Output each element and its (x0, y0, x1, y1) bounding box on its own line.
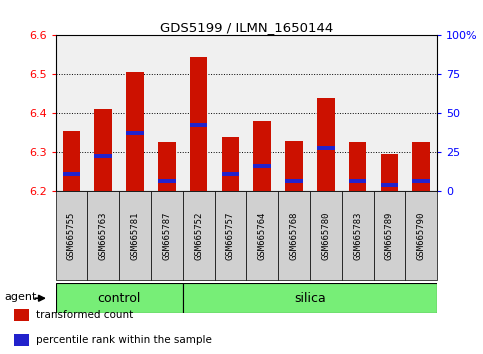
Text: transformed count: transformed count (36, 310, 133, 320)
Text: GSM665764: GSM665764 (258, 211, 267, 259)
Text: GSM665752: GSM665752 (194, 211, 203, 259)
Text: GSM665763: GSM665763 (99, 211, 108, 259)
Bar (222, 137, 239, 191)
Bar (14, 309, 29, 321)
Bar (310, 191, 342, 280)
Bar (190, 57, 207, 191)
Bar (126, 131, 144, 135)
Text: agent: agent (4, 292, 37, 302)
Bar (412, 142, 430, 191)
Bar (254, 121, 271, 191)
Text: GSM665755: GSM665755 (67, 211, 76, 259)
Bar (126, 72, 144, 191)
Bar (158, 179, 176, 183)
Bar (95, 154, 112, 158)
Text: GSM665787: GSM665787 (162, 211, 171, 259)
Bar (373, 191, 405, 280)
Bar (278, 191, 310, 280)
Bar (381, 154, 398, 191)
Bar (183, 191, 214, 280)
Bar (246, 191, 278, 280)
Bar (87, 191, 119, 280)
Text: control: control (98, 292, 141, 305)
Text: GSM665781: GSM665781 (130, 211, 140, 259)
Text: GSM665790: GSM665790 (417, 211, 426, 259)
Text: percentile rank within the sample: percentile rank within the sample (36, 335, 212, 344)
Bar (214, 191, 246, 280)
Bar (285, 141, 303, 191)
Text: GSM665780: GSM665780 (321, 211, 330, 259)
Bar (254, 164, 271, 168)
Bar (63, 172, 80, 176)
Bar (342, 191, 373, 280)
Title: GDS5199 / ILMN_1650144: GDS5199 / ILMN_1650144 (160, 21, 333, 34)
Bar (285, 179, 303, 183)
Bar (14, 333, 29, 346)
Bar (405, 191, 437, 280)
Text: silica: silica (294, 292, 326, 305)
Bar (222, 172, 239, 176)
Text: GSM665757: GSM665757 (226, 211, 235, 259)
Bar (381, 183, 398, 187)
Text: GSM665783: GSM665783 (353, 211, 362, 259)
Bar (183, 283, 437, 313)
Bar (56, 283, 183, 313)
Bar (412, 179, 430, 183)
Bar (63, 131, 80, 191)
Bar (151, 191, 183, 280)
Bar (95, 109, 112, 191)
Bar (56, 191, 87, 280)
Bar (317, 147, 335, 150)
Text: GSM665789: GSM665789 (385, 211, 394, 259)
Bar (190, 123, 207, 127)
Bar (158, 142, 176, 191)
Text: GSM665768: GSM665768 (289, 211, 298, 259)
Bar (317, 98, 335, 191)
Bar (349, 179, 367, 183)
Bar (119, 191, 151, 280)
Bar (349, 142, 367, 191)
